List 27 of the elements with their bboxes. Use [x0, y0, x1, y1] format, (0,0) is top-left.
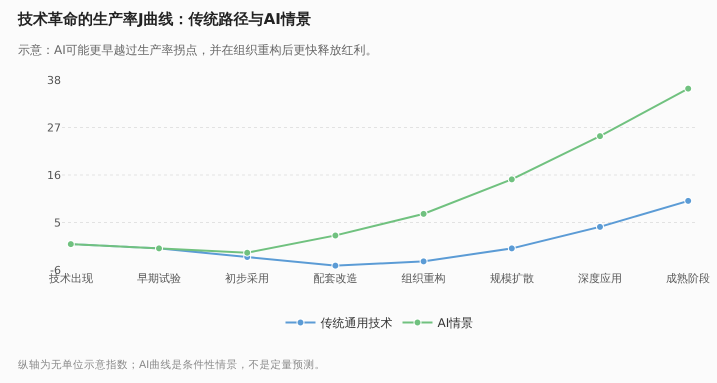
x-tick-label: 深度应用	[578, 272, 622, 285]
point	[420, 257, 428, 266]
y-tick-label: 27	[47, 121, 61, 134]
point	[596, 132, 604, 140]
x-tick-label: 技术出现	[48, 272, 93, 285]
point	[596, 222, 604, 231]
chart-subtitle: 示意：AI可能更早越过生产率拐点，并在组织重构后更快释放红利。	[18, 42, 378, 59]
x-tick-label: 早期试验	[137, 272, 182, 285]
y-tick-label: 5	[54, 216, 61, 230]
x-tick-label: 规模扩散	[490, 272, 534, 285]
point	[243, 248, 252, 257]
chart-title: 技术革命的生产率J曲线：传统路径与AI情景	[18, 10, 311, 29]
x-tick-label: 组织重构	[402, 272, 446, 285]
x-tick-label: 配套改造	[313, 272, 358, 285]
point	[684, 84, 692, 93]
x-tick-label: 成熟阶段	[666, 272, 710, 285]
text: 纵轴为无单位示意指数；AI曲线是条件性情景，不是定量预测。	[18, 358, 326, 372]
legend-label: 传统通用技术	[320, 316, 392, 330]
legend-label: AI情景	[438, 316, 474, 330]
point	[508, 244, 516, 252]
point	[684, 196, 692, 205]
x-tick-label: 初步采用	[225, 272, 270, 285]
y-tick-label: 16	[47, 168, 61, 182]
y-tick-label: 38	[47, 74, 61, 87]
point	[508, 175, 516, 184]
point	[331, 262, 340, 270]
point	[420, 210, 428, 218]
